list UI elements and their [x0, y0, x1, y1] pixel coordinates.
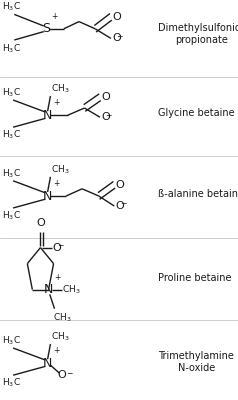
Text: −: − [105, 111, 112, 120]
Text: CH$_3$: CH$_3$ [51, 82, 69, 95]
Text: H$_3$C: H$_3$C [2, 87, 21, 99]
Text: O: O [115, 201, 124, 211]
Text: O: O [112, 33, 121, 43]
Text: H$_3$C: H$_3$C [2, 210, 21, 222]
Text: H$_3$C: H$_3$C [2, 0, 21, 13]
Text: Glycine betaine: Glycine betaine [158, 108, 235, 118]
Text: N: N [43, 357, 52, 370]
Text: +: + [54, 273, 60, 282]
Text: +: + [53, 179, 59, 188]
Text: N: N [43, 109, 52, 122]
Text: −: − [57, 242, 64, 250]
Text: H$_3$C: H$_3$C [2, 377, 21, 389]
Text: Dimethylsulfonio-
propionate: Dimethylsulfonio- propionate [158, 23, 238, 45]
Text: N: N [43, 190, 52, 202]
Text: O: O [112, 12, 121, 22]
Text: O: O [115, 180, 124, 190]
Text: CH$_3$: CH$_3$ [51, 163, 69, 176]
Text: O: O [101, 112, 110, 122]
Text: O: O [101, 92, 110, 102]
Text: N: N [44, 283, 53, 296]
Text: −: − [66, 369, 72, 378]
Text: +: + [53, 98, 59, 107]
Text: S: S [42, 22, 50, 35]
Text: CH$_3$: CH$_3$ [53, 312, 72, 324]
Text: H$_3$C: H$_3$C [2, 42, 21, 55]
Text: CH$_3$: CH$_3$ [62, 283, 81, 296]
Text: +: + [53, 346, 59, 355]
Text: Proline betaine: Proline betaine [158, 273, 232, 283]
Text: O: O [57, 370, 66, 380]
Text: −: − [116, 32, 123, 41]
Text: O: O [37, 218, 45, 228]
Text: CH$_3$: CH$_3$ [51, 330, 69, 343]
Text: O: O [53, 242, 62, 253]
Text: H$_3$C: H$_3$C [2, 335, 21, 347]
Text: H$_3$C: H$_3$C [2, 129, 21, 141]
Text: ß-alanine betaine: ß-alanine betaine [158, 189, 238, 199]
Text: −: − [120, 200, 126, 208]
Text: +: + [51, 12, 57, 21]
Text: Trimethylamine
N-oxide: Trimethylamine N-oxide [158, 351, 234, 373]
Text: H$_3$C: H$_3$C [2, 168, 21, 180]
